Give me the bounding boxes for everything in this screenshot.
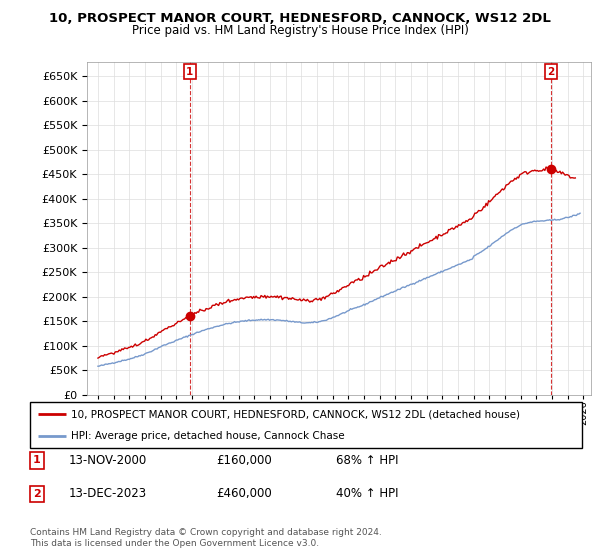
Text: 10, PROSPECT MANOR COURT, HEDNESFORD, CANNOCK, WS12 2DL: 10, PROSPECT MANOR COURT, HEDNESFORD, CA… bbox=[49, 12, 551, 25]
Text: £460,000: £460,000 bbox=[216, 487, 272, 501]
Text: 68% ↑ HPI: 68% ↑ HPI bbox=[336, 454, 398, 467]
Text: 13-NOV-2000: 13-NOV-2000 bbox=[69, 454, 147, 467]
FancyBboxPatch shape bbox=[30, 402, 582, 448]
Text: 2: 2 bbox=[33, 489, 41, 499]
Text: 10, PROSPECT MANOR COURT, HEDNESFORD, CANNOCK, WS12 2DL (detached house): 10, PROSPECT MANOR COURT, HEDNESFORD, CA… bbox=[71, 409, 520, 419]
Text: Contains HM Land Registry data © Crown copyright and database right 2024.
This d: Contains HM Land Registry data © Crown c… bbox=[30, 528, 382, 548]
Text: 1: 1 bbox=[186, 67, 193, 77]
Text: HPI: Average price, detached house, Cannock Chase: HPI: Average price, detached house, Cann… bbox=[71, 431, 345, 441]
Text: Price paid vs. HM Land Registry's House Price Index (HPI): Price paid vs. HM Land Registry's House … bbox=[131, 24, 469, 37]
Text: 40% ↑ HPI: 40% ↑ HPI bbox=[336, 487, 398, 501]
Text: 1: 1 bbox=[33, 455, 41, 465]
Text: 2: 2 bbox=[547, 67, 555, 77]
Text: £160,000: £160,000 bbox=[216, 454, 272, 467]
Text: 13-DEC-2023: 13-DEC-2023 bbox=[69, 487, 147, 501]
